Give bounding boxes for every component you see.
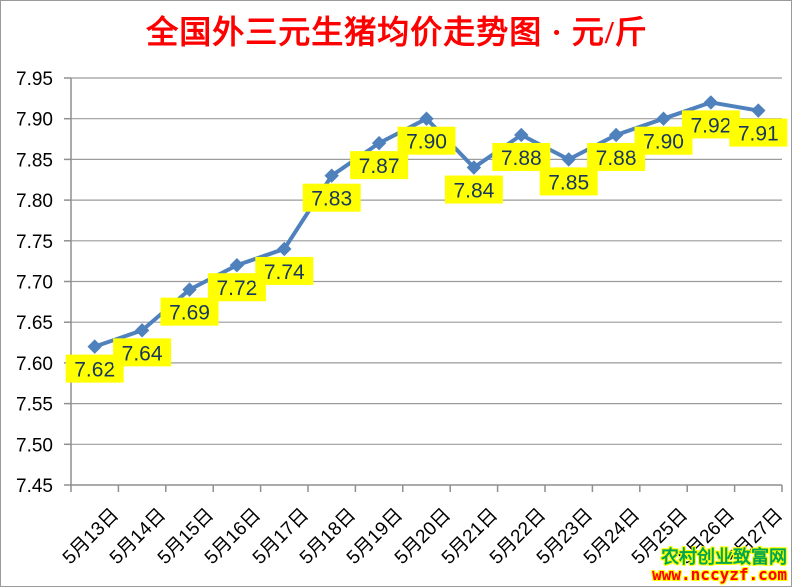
y-tick-label: 7.60 [16, 354, 53, 375]
data-point-marker [229, 258, 245, 273]
data-label-text: 7.91 [738, 123, 779, 146]
data-label-text: 7.90 [643, 131, 684, 154]
data-label-text: 7.88 [501, 147, 542, 170]
data-label-text: 7.90 [406, 131, 447, 154]
data-point-marker [182, 282, 197, 297]
y-tick-label: 7.65 [16, 313, 53, 334]
data-label-box [492, 142, 551, 171]
data-point-marker [514, 127, 529, 143]
data-label-box [350, 151, 409, 180]
data-point-marker [134, 323, 150, 338]
chart-title: 全国外三元生猪均价走势图 · 元/斤 [146, 14, 648, 50]
data-point-marker [87, 339, 102, 354]
data-label-text: 7.69 [169, 302, 210, 325]
data-label-box [160, 297, 219, 326]
data-point-marker [324, 168, 339, 183]
data-point-marker [419, 111, 434, 126]
watermark-site-url: www.nccyzf.com [652, 565, 787, 585]
data-point-marker [751, 103, 766, 118]
data-point-marker [656, 111, 671, 126]
data-label-box [113, 338, 172, 367]
data-label-text: 7.84 [453, 180, 494, 203]
y-tick-label: 7.55 [16, 395, 53, 416]
watermark: 农村创业致富网 www.nccyzf.com [652, 548, 787, 584]
watermark-site-name: 农村创业致富网 [661, 547, 787, 568]
data-label-box [397, 126, 456, 155]
data-label-box [444, 175, 503, 204]
data-point-marker [703, 95, 719, 110]
y-tick-label: 7.85 [16, 150, 53, 171]
data-label-box [255, 256, 314, 285]
data-point-marker [466, 160, 482, 175]
data-label-text: 7.85 [548, 171, 589, 194]
data-label-box [729, 118, 788, 147]
y-tick-label: 7.75 [16, 232, 53, 253]
data-label-text: 7.83 [311, 188, 352, 211]
data-label-text: 7.72 [216, 277, 257, 300]
y-tick-label: 7.45 [16, 476, 53, 497]
data-label-text: 7.92 [690, 114, 731, 137]
data-label-text: 7.62 [74, 359, 115, 382]
data-label-text: 7.64 [122, 342, 163, 365]
y-tick-label: 7.90 [16, 110, 53, 131]
data-label-text: 7.88 [596, 147, 637, 170]
y-tick-label: 7.70 [16, 273, 53, 294]
data-label-box [302, 183, 361, 212]
y-tick-label: 7.95 [16, 69, 53, 90]
data-point-marker [371, 135, 387, 151]
data-point-marker [561, 152, 576, 167]
data-point-marker [608, 127, 624, 143]
data-point-marker [277, 241, 292, 257]
data-label-box [539, 167, 598, 196]
y-tick-label: 7.80 [16, 191, 53, 212]
data-label-text: 7.74 [264, 261, 305, 284]
data-label-text: 7.87 [359, 155, 400, 178]
y-tick-label: 7.50 [16, 435, 53, 456]
